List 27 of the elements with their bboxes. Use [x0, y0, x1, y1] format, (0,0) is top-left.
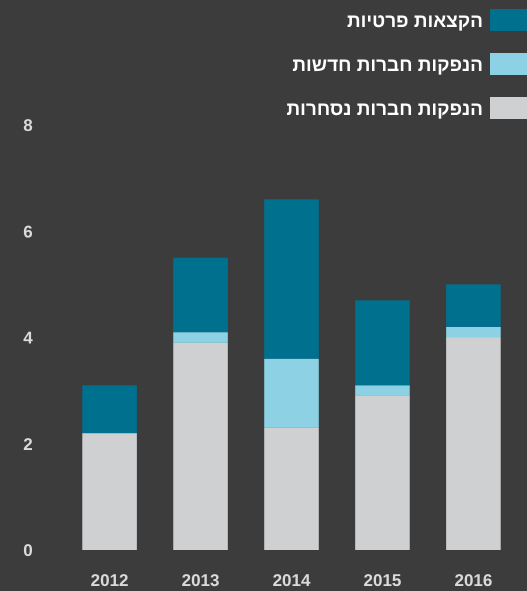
y-tick-label: 6	[23, 222, 33, 242]
bar	[355, 385, 410, 396]
x-tick-label: 2016	[454, 571, 492, 590]
bar	[264, 199, 319, 359]
bar	[355, 300, 410, 386]
y-tick-label: 8	[23, 116, 33, 135]
bar	[355, 396, 410, 550]
bar	[264, 428, 319, 550]
bar	[82, 385, 137, 434]
bar	[173, 332, 228, 343]
x-tick-label: 2014	[272, 571, 311, 590]
y-tick-label: 4	[23, 328, 34, 348]
y-tick-label: 2	[23, 434, 33, 454]
bar	[264, 358, 319, 428]
bar	[82, 433, 137, 550]
bar	[446, 338, 501, 550]
bar	[446, 326, 501, 338]
bar	[173, 342, 228, 550]
bar	[446, 284, 501, 327]
y-tick-label: 0	[23, 541, 33, 560]
x-tick-label: 2013	[182, 571, 220, 590]
bar	[173, 258, 228, 332]
x-tick-label: 2012	[90, 571, 128, 590]
x-tick-label: 2015	[364, 571, 402, 590]
legend-label: הקצאות פרטיות	[347, 11, 483, 32]
legend-label: הנפקות חברות חדשות	[292, 55, 483, 76]
legend-label: הנפקות חברות נסחרות	[286, 99, 483, 120]
